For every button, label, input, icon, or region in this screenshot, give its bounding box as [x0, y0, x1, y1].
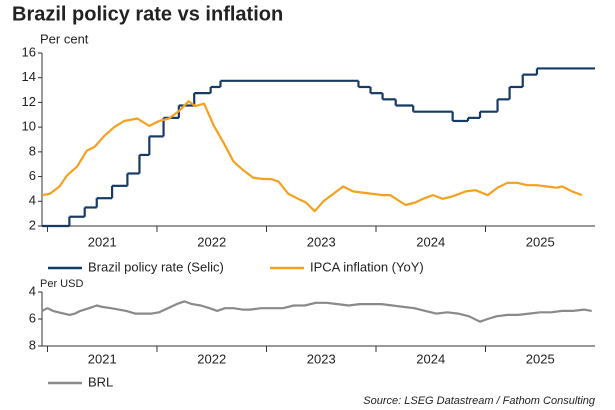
series-line: [41, 100, 583, 213]
x-tick-label: 2024: [416, 234, 445, 249]
x-tick-label: 2025: [526, 351, 555, 366]
legend-label: IPCA inflation (YoY): [310, 259, 424, 274]
y-tick-label: 12: [22, 94, 36, 109]
x-tick-label: 2022: [197, 351, 226, 366]
x-tick-label: 2021: [88, 351, 117, 366]
source-note: Source: LSEG Datastream / Fathom Consult…: [363, 395, 596, 407]
x-tick-label: 2022: [197, 234, 226, 249]
x-tick-label: 2025: [526, 234, 555, 249]
legend-label: BRL: [88, 374, 113, 389]
y-tick-label: 10: [22, 119, 36, 134]
y-tick-label: 8: [29, 143, 36, 158]
y-tick-label: 14: [22, 69, 36, 84]
y-axis-label: Per cent: [40, 31, 89, 46]
x-tick-label: 2021: [88, 234, 117, 249]
x-tick-label: 2023: [307, 351, 336, 366]
y-tick-label: 6: [29, 168, 36, 183]
y-tick-label: 2: [29, 217, 36, 232]
y-tick-label: 8: [29, 337, 36, 352]
y-axis-label: Per USD: [40, 278, 83, 290]
y-tick-label: 16: [22, 44, 36, 59]
x-tick-label: 2024: [416, 351, 445, 366]
y-tick-label: 4: [29, 283, 36, 298]
y-tick-label: 4: [29, 193, 36, 208]
legend-label: Brazil policy rate (Selic): [88, 259, 224, 274]
chart-title: Brazil policy rate vs inflation: [12, 3, 283, 25]
series-line: [41, 300, 592, 323]
y-tick-label: 6: [29, 310, 36, 325]
x-tick-label: 2023: [307, 234, 336, 249]
